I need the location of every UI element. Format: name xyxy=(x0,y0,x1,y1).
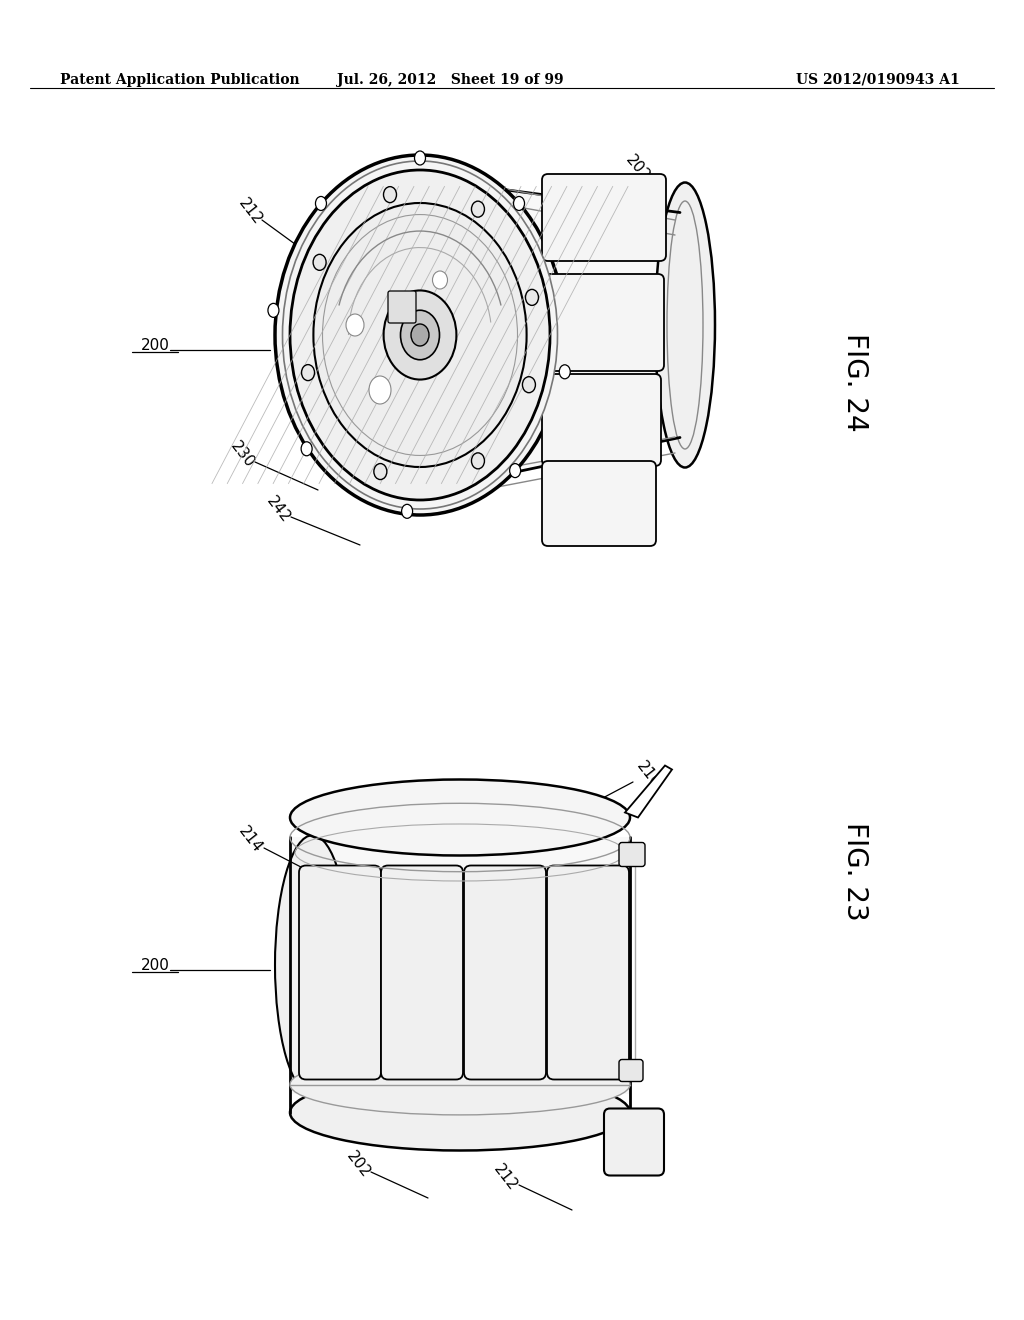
Ellipse shape xyxy=(400,310,439,360)
FancyBboxPatch shape xyxy=(542,174,666,261)
Polygon shape xyxy=(430,180,680,490)
Ellipse shape xyxy=(411,323,429,346)
Ellipse shape xyxy=(401,504,413,519)
Ellipse shape xyxy=(471,453,484,469)
Ellipse shape xyxy=(290,1055,630,1115)
Ellipse shape xyxy=(667,201,703,449)
Polygon shape xyxy=(290,837,630,1093)
Ellipse shape xyxy=(384,290,457,380)
Ellipse shape xyxy=(510,463,520,478)
Text: 202: 202 xyxy=(623,152,653,183)
Ellipse shape xyxy=(323,215,517,455)
Ellipse shape xyxy=(522,376,536,393)
Ellipse shape xyxy=(346,314,364,337)
Text: 242: 242 xyxy=(263,494,293,525)
Text: 202: 202 xyxy=(343,1148,373,1181)
Ellipse shape xyxy=(301,364,314,380)
Ellipse shape xyxy=(283,161,557,510)
Text: 200: 200 xyxy=(140,338,169,352)
Polygon shape xyxy=(625,766,672,817)
FancyBboxPatch shape xyxy=(542,275,664,371)
FancyBboxPatch shape xyxy=(542,461,656,546)
FancyBboxPatch shape xyxy=(542,374,662,466)
Ellipse shape xyxy=(432,271,447,289)
FancyBboxPatch shape xyxy=(618,1060,643,1081)
Ellipse shape xyxy=(374,463,387,479)
Ellipse shape xyxy=(275,836,350,1094)
FancyBboxPatch shape xyxy=(299,866,381,1080)
FancyBboxPatch shape xyxy=(388,290,416,323)
Ellipse shape xyxy=(471,201,484,218)
Ellipse shape xyxy=(384,186,396,203)
Ellipse shape xyxy=(315,197,327,210)
Text: Patent Application Publication: Patent Application Publication xyxy=(60,73,300,87)
FancyBboxPatch shape xyxy=(618,842,645,866)
Text: 230: 230 xyxy=(227,440,257,471)
Ellipse shape xyxy=(655,182,715,467)
FancyBboxPatch shape xyxy=(381,866,463,1080)
Text: 200: 200 xyxy=(140,957,169,973)
FancyBboxPatch shape xyxy=(547,866,629,1080)
Text: 210: 210 xyxy=(633,759,663,791)
Ellipse shape xyxy=(275,154,565,515)
Ellipse shape xyxy=(513,197,524,210)
Text: FIG. 23: FIG. 23 xyxy=(841,822,869,920)
FancyBboxPatch shape xyxy=(464,866,546,1080)
Text: US 2012/0190943 A1: US 2012/0190943 A1 xyxy=(797,73,961,87)
Ellipse shape xyxy=(313,203,526,467)
Ellipse shape xyxy=(559,364,570,379)
Ellipse shape xyxy=(525,289,539,305)
Ellipse shape xyxy=(313,255,326,271)
Ellipse shape xyxy=(290,1074,630,1151)
Ellipse shape xyxy=(268,304,279,317)
Text: 212: 212 xyxy=(490,1162,520,1195)
Text: 212: 212 xyxy=(236,195,265,228)
Text: 214: 214 xyxy=(236,824,265,855)
FancyBboxPatch shape xyxy=(604,1109,664,1176)
Ellipse shape xyxy=(415,150,426,165)
Ellipse shape xyxy=(290,780,630,855)
Ellipse shape xyxy=(369,376,391,404)
Text: Jul. 26, 2012   Sheet 19 of 99: Jul. 26, 2012 Sheet 19 of 99 xyxy=(337,73,563,87)
Text: FIG. 24: FIG. 24 xyxy=(841,334,869,432)
Ellipse shape xyxy=(290,170,550,500)
Ellipse shape xyxy=(301,442,312,455)
